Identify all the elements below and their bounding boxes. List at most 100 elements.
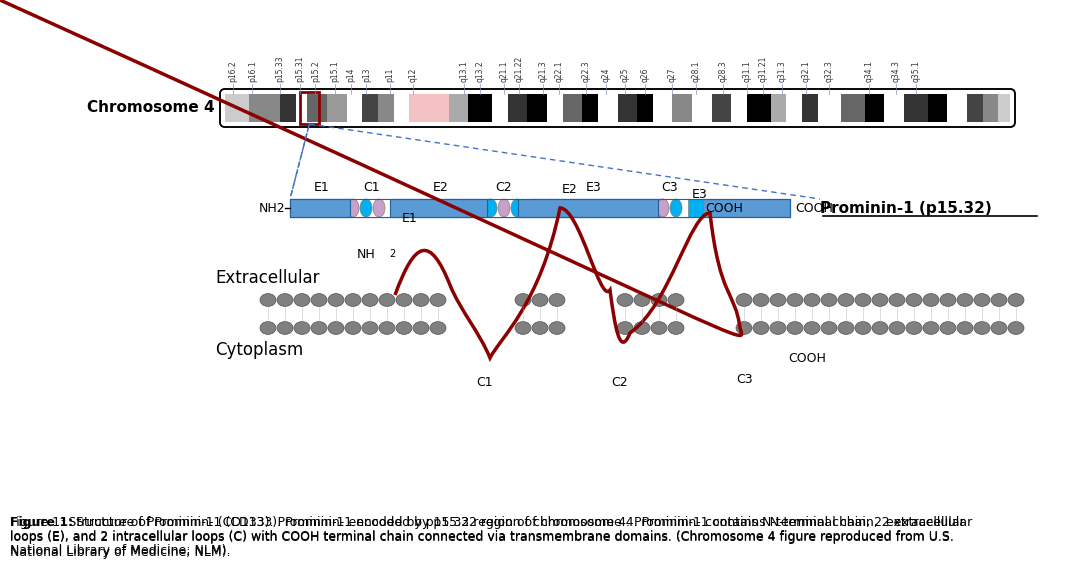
- Bar: [299, 92, 319, 124]
- Ellipse shape: [328, 294, 344, 306]
- Bar: [296, 94, 308, 122]
- Text: q32.1: q32.1: [801, 60, 811, 82]
- Ellipse shape: [347, 199, 359, 217]
- Bar: [692, 94, 712, 122]
- Bar: [410, 94, 449, 122]
- Ellipse shape: [855, 294, 872, 306]
- Ellipse shape: [260, 294, 276, 306]
- Ellipse shape: [549, 294, 565, 306]
- Ellipse shape: [670, 199, 682, 217]
- Text: q22.1: q22.1: [554, 61, 563, 82]
- Ellipse shape: [360, 199, 372, 217]
- Text: q12: q12: [409, 68, 418, 82]
- Bar: [598, 94, 618, 122]
- Text: E2: E2: [563, 183, 578, 196]
- Text: q21.1: q21.1: [499, 61, 508, 82]
- Text: Structure of Prominin-1 (CD133). Prominin-1 encoded by p15.32 region of chromoso: Structure of Prominin-1 (CD133). Promini…: [72, 516, 972, 529]
- Ellipse shape: [872, 321, 888, 335]
- Ellipse shape: [670, 199, 682, 217]
- Text: q25: q25: [621, 68, 630, 82]
- Text: C3: C3: [661, 181, 679, 194]
- Text: E3: E3: [586, 181, 602, 194]
- Text: 2: 2: [389, 249, 396, 259]
- Ellipse shape: [260, 321, 276, 335]
- Bar: [982, 94, 998, 122]
- Bar: [390, 199, 487, 217]
- Ellipse shape: [311, 321, 327, 335]
- Ellipse shape: [634, 294, 650, 306]
- Text: C2: C2: [495, 181, 513, 194]
- Ellipse shape: [498, 199, 509, 217]
- Text: p15.31: p15.31: [295, 56, 305, 82]
- Ellipse shape: [668, 294, 684, 306]
- Bar: [928, 94, 947, 122]
- Bar: [248, 94, 280, 122]
- Bar: [904, 94, 928, 122]
- Text: COOH: COOH: [788, 352, 826, 365]
- Bar: [291, 199, 790, 217]
- Bar: [507, 94, 527, 122]
- Bar: [546, 94, 563, 122]
- Ellipse shape: [787, 321, 803, 335]
- Ellipse shape: [668, 321, 684, 335]
- Ellipse shape: [379, 321, 395, 335]
- Bar: [663, 198, 704, 218]
- Bar: [747, 94, 771, 122]
- Bar: [998, 94, 1010, 122]
- Text: q13.2: q13.2: [476, 60, 485, 82]
- Text: COOH: COOH: [705, 202, 743, 215]
- Ellipse shape: [362, 321, 378, 335]
- Text: COOH: COOH: [795, 202, 833, 215]
- Ellipse shape: [975, 294, 990, 306]
- Text: p14: p14: [346, 68, 356, 82]
- Bar: [491, 198, 531, 218]
- Bar: [492, 94, 507, 122]
- Text: q26: q26: [641, 68, 649, 82]
- Text: p16.1: p16.1: [248, 60, 257, 82]
- Ellipse shape: [360, 199, 372, 217]
- Ellipse shape: [373, 199, 385, 217]
- Ellipse shape: [430, 294, 446, 306]
- Ellipse shape: [413, 321, 429, 335]
- Bar: [327, 94, 347, 122]
- Bar: [618, 94, 637, 122]
- Ellipse shape: [651, 321, 667, 335]
- Text: NH2: NH2: [258, 202, 285, 215]
- Ellipse shape: [373, 199, 385, 217]
- Bar: [347, 94, 362, 122]
- Text: C3: C3: [737, 373, 753, 386]
- Bar: [841, 94, 865, 122]
- Bar: [291, 199, 790, 217]
- Ellipse shape: [804, 294, 820, 306]
- Bar: [449, 94, 468, 122]
- Ellipse shape: [838, 294, 854, 306]
- Ellipse shape: [770, 321, 786, 335]
- Ellipse shape: [957, 294, 973, 306]
- Bar: [885, 94, 904, 122]
- Text: q21.22: q21.22: [515, 56, 524, 82]
- Text: q31.1: q31.1: [743, 60, 751, 82]
- Bar: [527, 94, 546, 122]
- Bar: [352, 198, 392, 218]
- Ellipse shape: [511, 199, 522, 217]
- Ellipse shape: [328, 321, 344, 335]
- Ellipse shape: [278, 294, 293, 306]
- Ellipse shape: [736, 321, 752, 335]
- Bar: [378, 94, 393, 122]
- Text: loops (E), and 2 intracellular loops (C) with COOH terminal chain connected via : loops (E), and 2 intracellular loops (C)…: [10, 530, 954, 543]
- Text: C2: C2: [611, 376, 629, 389]
- Text: Cytoplasm: Cytoplasm: [215, 341, 304, 359]
- Bar: [688, 199, 704, 217]
- Ellipse shape: [736, 294, 752, 306]
- Ellipse shape: [549, 321, 565, 335]
- Text: C1: C1: [477, 376, 493, 389]
- Ellipse shape: [855, 321, 872, 335]
- Ellipse shape: [515, 294, 531, 306]
- Text: Figure 1: Structure of Prominin-1 (CD133). Prominin-1 encoded by p15.32 region o: Figure 1: Structure of Prominin-1 (CD133…: [10, 516, 965, 559]
- Text: p13: p13: [362, 68, 371, 82]
- Ellipse shape: [1008, 321, 1024, 335]
- Text: p15.2: p15.2: [311, 60, 320, 82]
- Bar: [308, 94, 327, 122]
- Ellipse shape: [379, 294, 395, 306]
- Bar: [280, 94, 296, 122]
